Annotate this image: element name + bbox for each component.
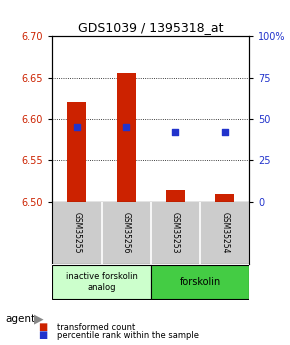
- Bar: [215, 194, 234, 202]
- Text: GSM35256: GSM35256: [122, 212, 131, 254]
- Text: percentile rank within the sample: percentile rank within the sample: [57, 331, 199, 340]
- Text: agent: agent: [6, 314, 36, 324]
- Text: ▶: ▶: [34, 313, 44, 326]
- Text: ■: ■: [38, 331, 47, 340]
- Text: forskolin: forskolin: [180, 277, 221, 287]
- Point: [124, 125, 128, 130]
- Text: GSM35255: GSM35255: [72, 212, 81, 254]
- Text: transformed count: transformed count: [57, 323, 135, 332]
- Point: [222, 129, 227, 135]
- Bar: [68, 102, 86, 202]
- Text: ■: ■: [38, 322, 47, 332]
- Text: GSM35254: GSM35254: [220, 212, 229, 254]
- Bar: [166, 190, 185, 202]
- Point: [75, 125, 79, 130]
- Text: GSM35253: GSM35253: [171, 212, 180, 254]
- Bar: [117, 73, 135, 202]
- Point: [173, 129, 178, 135]
- Text: inactive forskolin
analog: inactive forskolin analog: [66, 272, 137, 292]
- Bar: [52, 265, 151, 299]
- Bar: [151, 265, 249, 299]
- Title: GDS1039 / 1395318_at: GDS1039 / 1395318_at: [78, 21, 224, 34]
